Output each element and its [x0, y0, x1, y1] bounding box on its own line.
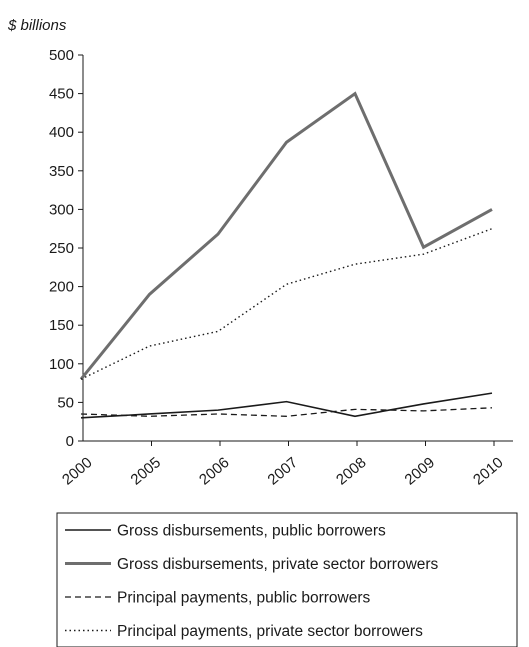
- y-tick-label: 300: [49, 201, 74, 218]
- y-tick-label: 100: [49, 356, 74, 373]
- x-tick-label: 2006: [196, 454, 232, 488]
- legend-label-2: Gross disbursements, private sector borr…: [117, 556, 439, 573]
- legend-label-1: Gross disbursements, public borrowers: [117, 523, 386, 540]
- y-tick-label: 250: [49, 240, 74, 257]
- y-tick-label: 0: [66, 433, 74, 450]
- series-line-3: [80, 407, 493, 417]
- y-tick-label: 150: [49, 317, 74, 334]
- x-tick-label: 2009: [402, 454, 438, 488]
- y-unit-label: $ billions: [7, 17, 67, 34]
- series-line-1: [80, 392, 493, 419]
- series-line-4: [80, 228, 493, 380]
- legend-items: Gross disbursements, public borrowers Gro…: [65, 523, 439, 640]
- y-tick-label: 400: [49, 124, 74, 141]
- x-tick-label: 2007: [265, 454, 301, 488]
- y-tick-label: 200: [49, 279, 74, 296]
- series-lines: [79, 91, 493, 419]
- legend-label-3: Principal payments, public borrowers: [117, 590, 371, 607]
- y-tick-label: 450: [49, 86, 74, 103]
- legend-label-4: Principal payments, private sector borro…: [117, 623, 423, 640]
- x-tick-label: 2000: [59, 454, 95, 488]
- x-tick-label: 2005: [128, 454, 164, 488]
- x-ticks: 2000 2005 2006 2007 2008 2009 2010: [59, 441, 507, 489]
- series-line-2: [79, 91, 493, 381]
- x-tick-label: 2010: [470, 454, 506, 488]
- y-tick-label: 500: [49, 47, 74, 64]
- y-tick-label: 50: [57, 394, 74, 411]
- y-tick-label: 350: [49, 163, 74, 180]
- y-ticks: 0 50 100 150 200 250 300 350 400 450 500: [49, 47, 83, 450]
- x-tick-label: 2008: [333, 454, 369, 488]
- legend: [56, 512, 518, 647]
